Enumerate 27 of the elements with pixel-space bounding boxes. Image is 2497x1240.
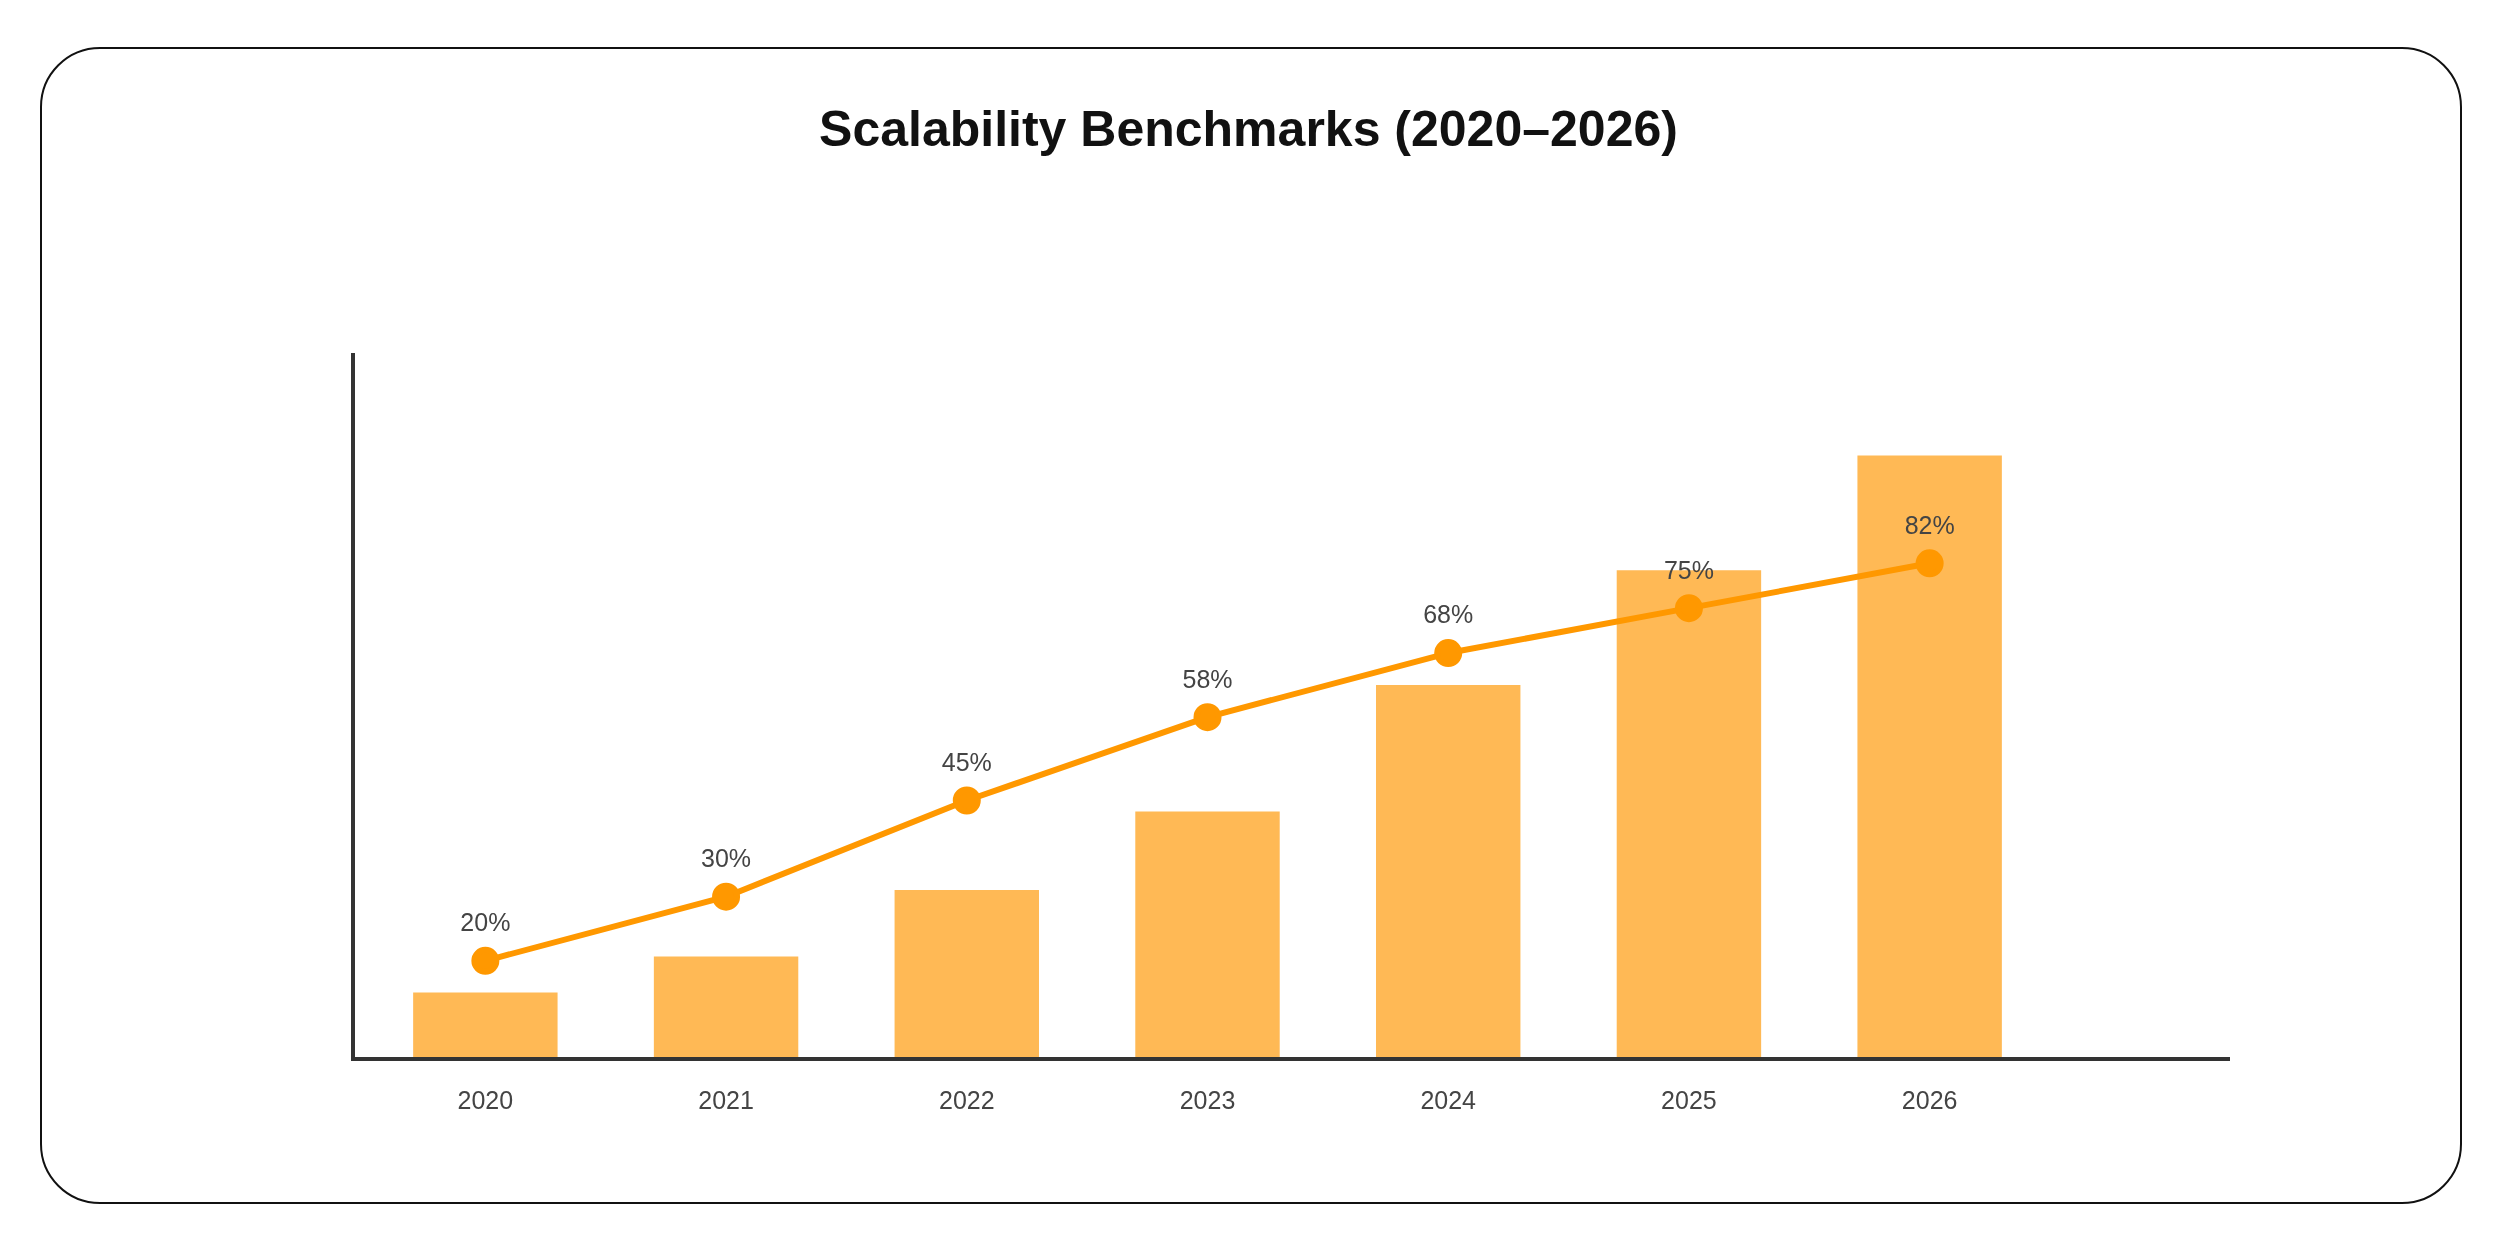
point [712,882,741,911]
x-tick-label: 2023 [1179,1085,1236,1114]
bar [1376,684,1521,1059]
x-tick-label: 2021 [698,1085,754,1114]
data-label: 20% [460,908,511,937]
x-tick-label: 2025 [1661,1085,1717,1114]
data-label: 82% [1904,510,1955,539]
point [952,786,981,815]
data-label: 58% [1182,664,1233,693]
data-label: 45% [941,747,992,776]
point [1434,639,1463,668]
bar [413,992,558,1059]
point [1674,594,1703,623]
data-label: 68% [1423,600,1474,629]
x-tick-label: 2022 [938,1085,995,1114]
chart-title: Scalability Benchmarks (2020–2026) [818,100,1679,158]
x-tick-label: 2024 [1420,1085,1477,1114]
bar [1135,811,1280,1059]
point [1193,703,1222,732]
point [471,946,500,975]
data-label: 30% [701,844,752,873]
bar [653,956,799,1059]
bar [894,890,1039,1059]
x-tick-label: 2020 [457,1085,514,1114]
bar [1857,455,2002,1059]
x-tick-label: 2026 [1901,1085,1958,1114]
point [1915,549,1944,578]
